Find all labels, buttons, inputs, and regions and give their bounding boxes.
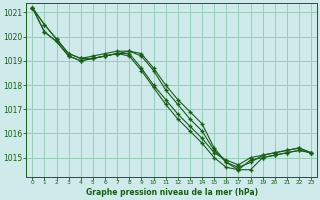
- X-axis label: Graphe pression niveau de la mer (hPa): Graphe pression niveau de la mer (hPa): [86, 188, 258, 197]
